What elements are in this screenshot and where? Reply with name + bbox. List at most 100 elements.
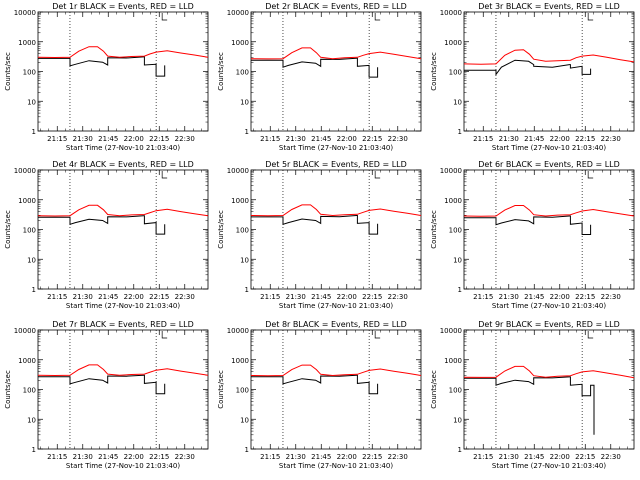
plot-frame [463, 329, 635, 450]
marker-flag-icon [374, 13, 381, 21]
series-line-events [38, 56, 166, 77]
y-tick-label: 1 [245, 446, 249, 454]
x-tick-label: 21:30 [499, 135, 519, 143]
x-tick-label: 22:15 [149, 453, 169, 461]
x-tick-label: 21:45 [98, 453, 118, 461]
series-line-lld [463, 205, 635, 217]
x-tick-label: 21:45 [311, 293, 331, 301]
chart-title: Det 7r BLACK = Events, RED = LLD [52, 320, 194, 329]
y-tick-label: 10000 [227, 167, 249, 175]
x-tick-label: 22:30 [388, 293, 408, 301]
y-tick-label: 1000 [18, 39, 36, 47]
x-tick-label: 22:30 [601, 453, 621, 461]
y-tick-label: 100 [23, 387, 36, 395]
chart-title: Det 1r BLACK = Events, RED = LLD [52, 2, 194, 11]
y-tick-label: 1 [32, 286, 36, 294]
chart-title: Det 9r BLACK = Events, RED = LLD [478, 320, 620, 329]
y-tick-label: 100 [236, 69, 249, 77]
chart-title: Det 2r BLACK = Events, RED = LLD [265, 2, 407, 11]
x-tick-label: 22:15 [575, 293, 595, 301]
y-tick-label: 1000 [444, 39, 462, 47]
x-tick-label: 22:15 [362, 453, 382, 461]
y-tick-label: 1 [245, 128, 249, 136]
x-tick-label: 22:15 [362, 135, 382, 143]
y-tick-label: 10000 [440, 167, 462, 175]
chart-title: Det 3r BLACK = Events, RED = LLD [478, 2, 620, 11]
marker-flag-icon [587, 13, 594, 21]
y-tick-label: 1 [458, 286, 462, 294]
x-tick-label: 21:30 [286, 135, 306, 143]
series-line-lld [463, 365, 635, 379]
y-tick-label: 1 [32, 128, 36, 136]
x-axis-label: Start Time (27-Nov-10 21:03:40) [279, 302, 393, 310]
x-tick-label: 21:15 [47, 293, 67, 301]
plot-frame [37, 329, 209, 450]
x-tick-label: 22:00 [550, 453, 570, 461]
chart-panel-2: Det 2r BLACK = Events, RED = LLD 1 10 100 10… [217, 2, 422, 152]
y-axis-label: Counts/sec [217, 210, 225, 249]
x-axis-label: Start Time (27-Nov-10 21:03:40) [492, 462, 606, 470]
x-tick-label: 21:30 [499, 293, 519, 301]
x-tick-label: 22:30 [388, 135, 408, 143]
x-tick-label: 21:45 [98, 135, 118, 143]
y-tick-label: 10000 [440, 9, 462, 17]
chart-panel-6: Det 6r BLACK = Events, RED = LLD 1 10 100 10… [430, 160, 635, 310]
y-tick-label: 10 [240, 256, 249, 264]
marker-flag-icon [161, 13, 168, 21]
y-tick-label: 100 [236, 387, 249, 395]
y-axis-label: Counts/sec [4, 52, 12, 91]
x-tick-label: 22:30 [601, 135, 621, 143]
x-tick-label: 21:15 [260, 293, 280, 301]
x-tick-label: 21:45 [524, 453, 544, 461]
chart-panel-7: Det 7r BLACK = Events, RED = LLD 1 10 100 10… [4, 320, 209, 470]
chart-title: Det 6r BLACK = Events, RED = LLD [478, 160, 620, 169]
series-line-events [464, 59, 592, 76]
series-line-events [464, 215, 592, 235]
chart-panel-4: Det 4r BLACK = Events, RED = LLD 1 10 100 10… [4, 160, 209, 310]
x-tick-label: 21:45 [524, 135, 544, 143]
y-axis-label: Counts/sec [4, 370, 12, 409]
x-tick-label: 22:00 [337, 293, 357, 301]
y-axis-label: Counts/sec [430, 210, 438, 249]
y-tick-label: 1 [245, 286, 249, 294]
plot-frame [463, 11, 635, 132]
x-tick-label: 22:15 [575, 135, 595, 143]
y-axis-label: Counts/sec [217, 52, 225, 91]
plot-frame [250, 11, 422, 132]
x-axis-label: Start Time (27-Nov-10 21:03:40) [492, 144, 606, 152]
y-tick-label: 100 [236, 227, 249, 235]
chart-title: Det 4r BLACK = Events, RED = LLD [52, 160, 194, 169]
y-tick-label: 1000 [444, 197, 462, 205]
series-line-events [251, 215, 379, 235]
y-tick-label: 1000 [18, 197, 36, 205]
x-tick-label: 22:30 [601, 293, 621, 301]
y-tick-label: 100 [449, 69, 462, 77]
y-tick-label: 10000 [14, 167, 36, 175]
x-tick-label: 21:30 [73, 453, 93, 461]
y-tick-label: 10 [240, 98, 249, 106]
marker-flag-icon [374, 331, 381, 339]
chart-panel-3: Det 3r BLACK = Events, RED = LLD 1 10 100 10… [430, 2, 635, 152]
y-tick-label: 100 [449, 227, 462, 235]
series-line-events [251, 57, 379, 78]
x-tick-label: 21:30 [73, 293, 93, 301]
chart-panel-8: Det 8r BLACK = Events, RED = LLD 1 10 100 10… [217, 320, 422, 470]
y-tick-label: 10 [453, 98, 462, 106]
y-axis-label: Counts/sec [4, 210, 12, 249]
y-tick-label: 1000 [231, 197, 249, 205]
y-tick-label: 10 [27, 256, 36, 264]
x-tick-label: 21:15 [473, 453, 493, 461]
x-tick-label: 21:45 [98, 293, 118, 301]
y-tick-label: 10000 [227, 9, 249, 17]
y-tick-label: 100 [23, 69, 36, 77]
y-axis-label: Counts/sec [217, 370, 225, 409]
series-line-lld [463, 49, 635, 65]
y-tick-label: 10 [27, 98, 36, 106]
x-tick-label: 22:00 [337, 135, 357, 143]
series-line-lld [37, 204, 209, 217]
x-tick-label: 21:30 [286, 293, 306, 301]
x-axis-label: Start Time (27-Nov-10 21:03:40) [492, 302, 606, 310]
series-line-lld [37, 46, 209, 59]
chart-title: Det 5r BLACK = Events, RED = LLD [265, 160, 407, 169]
y-tick-label: 10000 [440, 327, 462, 335]
